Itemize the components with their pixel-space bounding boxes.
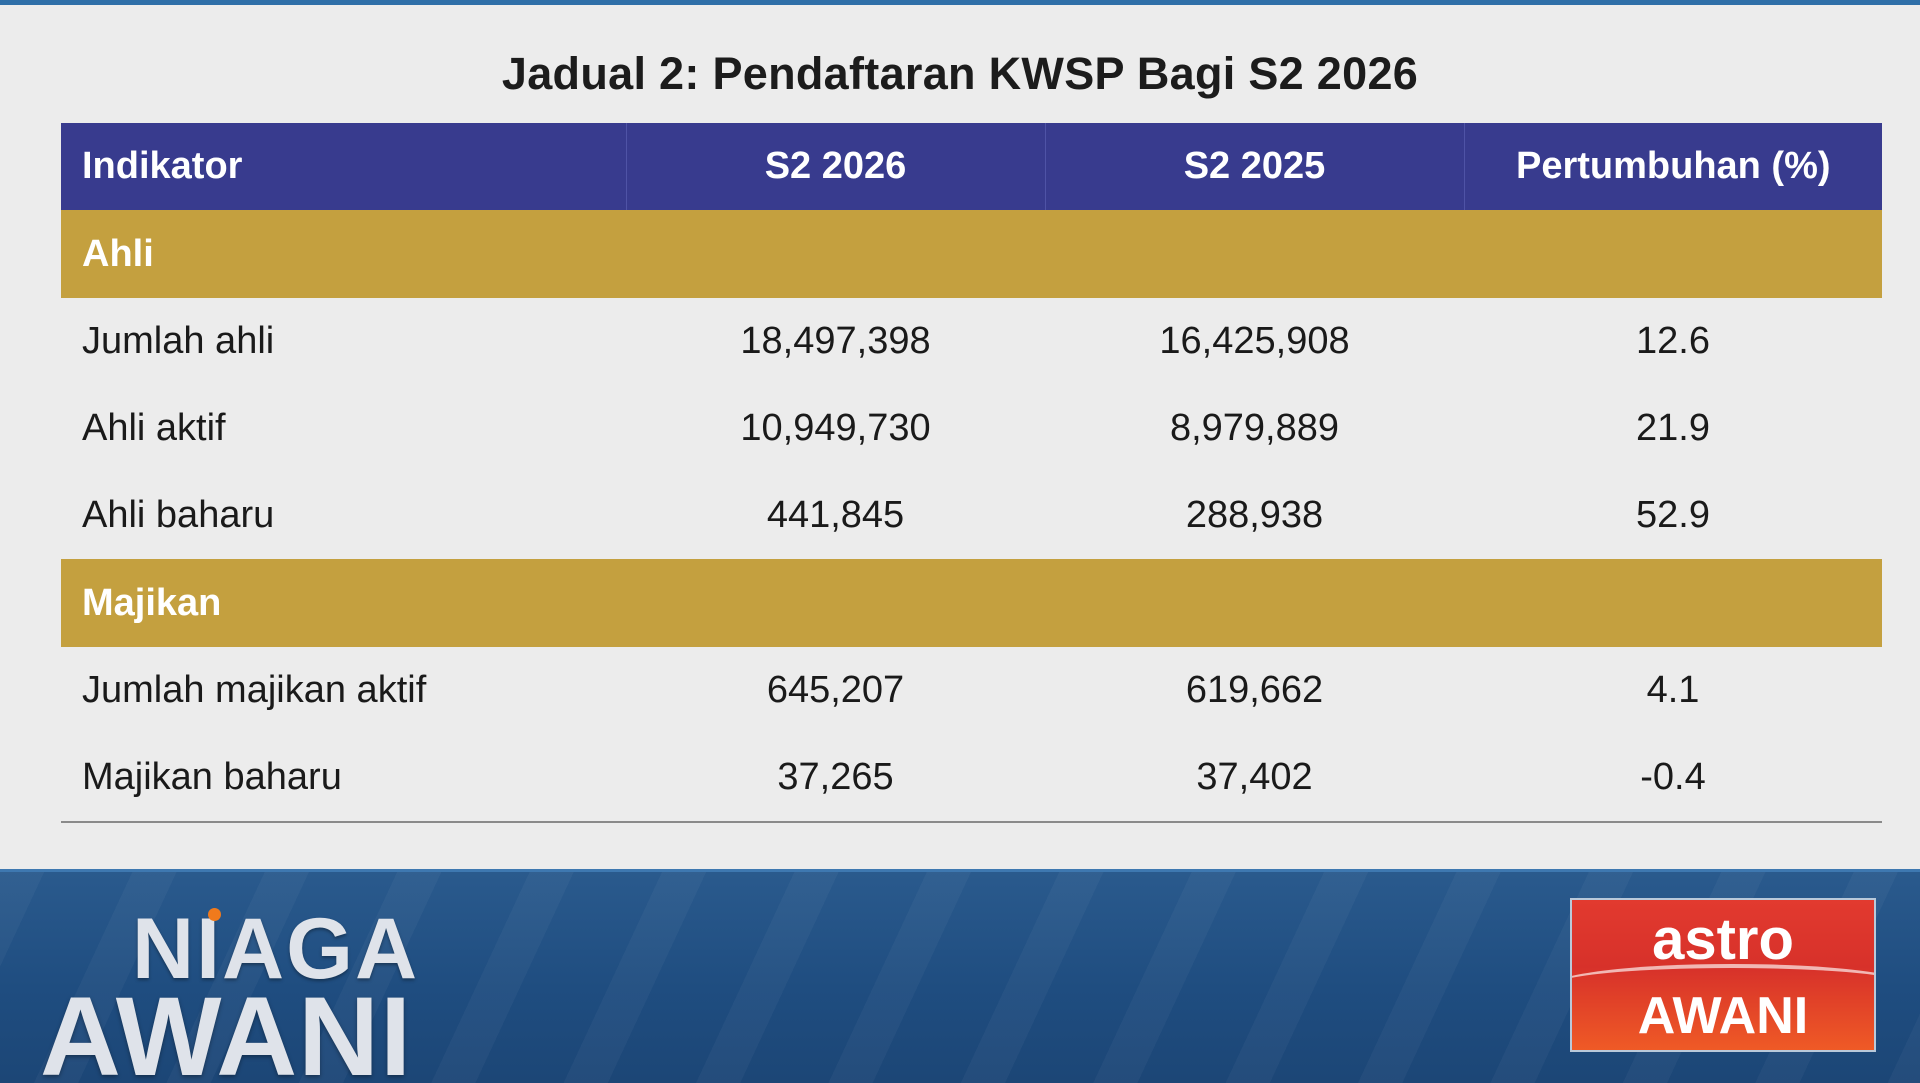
broadcast-lower-bar: NIAGA AWANI astro AWANI xyxy=(0,869,1920,1083)
table-row: Jumlah majikan aktif 645,207 619,662 4.1 xyxy=(61,647,1882,734)
table-row: Majikan baharu 37,265 37,402 -0.4 xyxy=(61,734,1882,823)
growth-cell: 12.6 xyxy=(1636,320,1710,362)
s2-2026-cell: 37,265 xyxy=(626,734,1045,823)
table-row: Jumlah ahli 18,497,398 16,425,908 12.6 xyxy=(61,298,1882,385)
niaga-awani-logo: NIAGA AWANI xyxy=(40,890,500,1083)
header-growth: Pertumbuhan (%) xyxy=(1463,123,1882,210)
section-label: Ahli xyxy=(61,210,1882,298)
indicator-cell: Ahli baharu xyxy=(82,494,275,536)
show-logo-line2: AWANI xyxy=(40,974,413,1083)
header-s2-2026: S2 2026 xyxy=(625,123,1045,210)
section-label: Majikan xyxy=(61,559,1882,647)
s2-2026-cell: 441,845 xyxy=(766,494,905,536)
header-s2-2025: S2 2025 xyxy=(1044,123,1464,210)
table-title: Jadual 2: Pendaftaran KWSP Bagi S2 2026 xyxy=(501,48,1419,99)
header-indicator: Indikator xyxy=(61,123,626,210)
s2-2026-cell: 10,949,730 xyxy=(740,407,931,449)
indicator-cell: Jumlah majikan aktif xyxy=(82,669,427,711)
s2-2026-cell: 645,207 xyxy=(766,669,905,711)
indicator-cell: Majikan baharu xyxy=(61,734,626,823)
section-row-ahli: Ahli xyxy=(61,210,1882,298)
growth-cell: 21.9 xyxy=(1636,407,1710,449)
header-row: Indikator S2 2026 S2 2025 Pertumbuhan (%… xyxy=(61,123,1882,210)
logo-swoosh xyxy=(1572,964,1874,1008)
astro-awani-logo: astro AWANI xyxy=(1570,898,1876,1052)
channel-logo-line1: astro xyxy=(1652,907,1794,972)
registration-table: Indikator S2 2026 S2 2025 Pertumbuhan (%… xyxy=(61,123,1882,823)
table-row: Ahli aktif 10,949,730 8,979,889 21.9 xyxy=(61,385,1882,472)
s2-2025-cell: 8,979,889 xyxy=(1169,407,1340,449)
s2-2025-cell: 619,662 xyxy=(1185,669,1324,711)
show-logo-line1: NIAGA xyxy=(132,901,420,997)
section-row-majikan: Majikan xyxy=(61,559,1882,647)
s2-2026-cell: 18,497,398 xyxy=(740,320,931,362)
indicator-cell: Ahli aktif xyxy=(82,407,226,449)
growth-cell: 4.1 xyxy=(1646,669,1700,711)
growth-cell: -0.4 xyxy=(1464,734,1882,823)
table-row: Ahli baharu 441,845 288,938 52.9 xyxy=(61,472,1882,559)
s2-2025-cell: 37,402 xyxy=(1045,734,1464,823)
s2-2025-cell: 16,425,908 xyxy=(1159,320,1350,362)
indicator-cell: Jumlah ahli xyxy=(82,320,275,362)
channel-logo-line2: AWANI xyxy=(1637,987,1809,1045)
top-rule xyxy=(0,0,1920,5)
s2-2025-cell: 288,938 xyxy=(1185,494,1324,536)
logo-accent-dot xyxy=(208,908,221,921)
growth-cell: 52.9 xyxy=(1636,494,1710,536)
